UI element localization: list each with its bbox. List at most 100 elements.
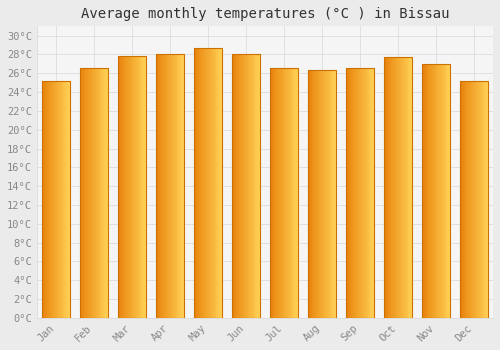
- Bar: [312, 70, 314, 318]
- Bar: [284, 68, 285, 318]
- Bar: [194, 48, 222, 318]
- Bar: [320, 70, 321, 318]
- Bar: [428, 64, 430, 318]
- Bar: [410, 57, 412, 318]
- Bar: [160, 55, 162, 318]
- Bar: [55, 81, 56, 318]
- Bar: [357, 68, 358, 318]
- Bar: [164, 55, 165, 318]
- Bar: [460, 81, 462, 318]
- Bar: [138, 56, 140, 318]
- Bar: [280, 68, 281, 318]
- Bar: [212, 48, 214, 318]
- Bar: [317, 70, 318, 318]
- Bar: [100, 68, 102, 318]
- Bar: [464, 81, 466, 318]
- Bar: [105, 68, 106, 318]
- Bar: [403, 57, 404, 318]
- Bar: [287, 68, 288, 318]
- Bar: [308, 70, 310, 318]
- Bar: [290, 68, 292, 318]
- Bar: [200, 48, 201, 318]
- Bar: [80, 68, 108, 318]
- Bar: [424, 64, 426, 318]
- Bar: [163, 55, 164, 318]
- Bar: [477, 81, 478, 318]
- Bar: [430, 64, 432, 318]
- Bar: [281, 68, 282, 318]
- Bar: [283, 68, 284, 318]
- Bar: [446, 64, 448, 318]
- Bar: [244, 55, 245, 318]
- Bar: [82, 68, 84, 318]
- Bar: [408, 57, 410, 318]
- Bar: [310, 70, 312, 318]
- Bar: [372, 68, 374, 318]
- Bar: [205, 48, 206, 318]
- Bar: [67, 81, 68, 318]
- Bar: [182, 55, 183, 318]
- Bar: [432, 64, 433, 318]
- Bar: [166, 55, 167, 318]
- Bar: [172, 55, 174, 318]
- Bar: [236, 55, 238, 318]
- Bar: [196, 48, 198, 318]
- Bar: [104, 68, 105, 318]
- Bar: [475, 81, 476, 318]
- Bar: [89, 68, 90, 318]
- Bar: [50, 81, 51, 318]
- Bar: [332, 70, 334, 318]
- Bar: [130, 56, 131, 318]
- Bar: [318, 70, 319, 318]
- Bar: [478, 81, 479, 318]
- Bar: [270, 68, 272, 318]
- Bar: [170, 55, 171, 318]
- Bar: [245, 55, 246, 318]
- Bar: [434, 64, 435, 318]
- Bar: [238, 55, 240, 318]
- Bar: [86, 68, 87, 318]
- Bar: [436, 64, 437, 318]
- Bar: [127, 56, 128, 318]
- Bar: [132, 56, 133, 318]
- Bar: [422, 64, 424, 318]
- Bar: [448, 64, 450, 318]
- Bar: [356, 68, 357, 318]
- Bar: [462, 81, 464, 318]
- Bar: [279, 68, 280, 318]
- Bar: [122, 56, 124, 318]
- Bar: [216, 48, 218, 318]
- Bar: [206, 48, 207, 318]
- Bar: [42, 81, 70, 318]
- Bar: [390, 57, 392, 318]
- Bar: [406, 57, 408, 318]
- Bar: [394, 57, 395, 318]
- Bar: [44, 81, 46, 318]
- Bar: [422, 64, 450, 318]
- Bar: [292, 68, 294, 318]
- Bar: [346, 68, 348, 318]
- Bar: [395, 57, 396, 318]
- Bar: [250, 55, 252, 318]
- Bar: [392, 57, 394, 318]
- Bar: [364, 68, 366, 318]
- Bar: [66, 81, 67, 318]
- Bar: [208, 48, 209, 318]
- Bar: [297, 68, 298, 318]
- Bar: [64, 81, 66, 318]
- Bar: [88, 68, 89, 318]
- Bar: [484, 81, 486, 318]
- Bar: [285, 68, 286, 318]
- Bar: [156, 55, 184, 318]
- Bar: [325, 70, 326, 318]
- Bar: [140, 56, 141, 318]
- Bar: [386, 57, 388, 318]
- Bar: [348, 68, 350, 318]
- Bar: [396, 57, 397, 318]
- Bar: [107, 68, 108, 318]
- Bar: [388, 57, 390, 318]
- Bar: [274, 68, 276, 318]
- Bar: [361, 68, 362, 318]
- Bar: [270, 68, 298, 318]
- Bar: [433, 64, 434, 318]
